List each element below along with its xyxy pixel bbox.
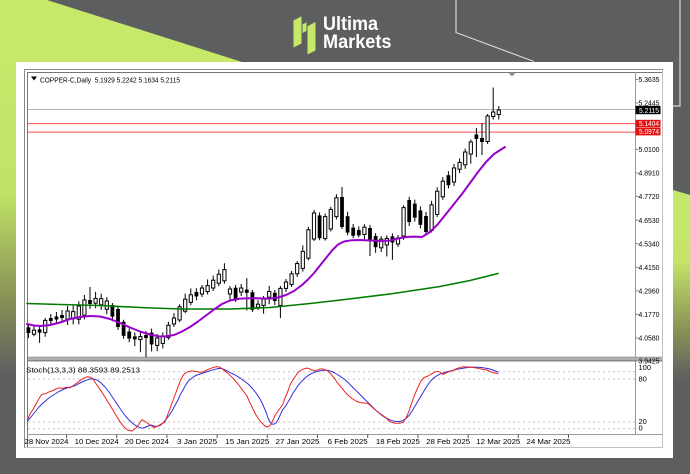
- svg-text:Ultima: Ultima: [323, 14, 378, 35]
- svg-text:COPPER-C,Daily 5.1929 5.2242: COPPER-C,Daily 5.1929 5.2242 5.1634 5.21…: [40, 76, 180, 85]
- svg-text:12 Mar 2025: 12 Mar 2025: [476, 437, 520, 446]
- svg-text:5.2445: 5.2445: [639, 99, 660, 108]
- svg-text:5.0100: 5.0100: [639, 145, 660, 154]
- svg-text:4.0580: 4.0580: [639, 334, 660, 343]
- svg-text:4.7720: 4.7720: [639, 192, 660, 201]
- svg-text:80: 80: [639, 375, 647, 384]
- svg-text:Stoch(13,3,3) 88.3593 89.2513: Stoch(13,3,3) 88.3593 89.2513: [26, 365, 140, 374]
- svg-text:24 Mar 2025: 24 Mar 2025: [527, 437, 571, 446]
- svg-text:28 Feb 2025: 28 Feb 2025: [426, 437, 470, 446]
- svg-text:4.1770: 4.1770: [639, 310, 660, 319]
- svg-text:20 Dec 2024: 20 Dec 2024: [125, 437, 169, 446]
- svg-text:4.2960: 4.2960: [639, 287, 660, 296]
- svg-text:Markets: Markets: [323, 32, 392, 53]
- svg-text:5.3635: 5.3635: [639, 75, 660, 84]
- svg-text:4.6530: 4.6530: [639, 216, 660, 225]
- svg-text:4.8910: 4.8910: [639, 169, 660, 178]
- svg-text:15 Jan 2025: 15 Jan 2025: [225, 437, 269, 446]
- svg-text:5.1404: 5.1404: [639, 119, 659, 128]
- svg-text:3.9425: 3.9425: [639, 357, 660, 366]
- svg-text:6 Feb 2025: 6 Feb 2025: [328, 437, 368, 446]
- svg-text:18 Feb 2025: 18 Feb 2025: [376, 437, 420, 446]
- svg-text:0: 0: [639, 424, 643, 433]
- svg-text:4.4150: 4.4150: [639, 263, 660, 272]
- svg-text:3 Jan 2025: 3 Jan 2025: [177, 437, 217, 446]
- svg-text:27 Jan 2025: 27 Jan 2025: [276, 437, 320, 446]
- svg-text:5.0974: 5.0974: [639, 127, 659, 136]
- svg-text:4.5340: 4.5340: [639, 239, 660, 248]
- svg-text:20: 20: [639, 417, 647, 426]
- svg-text:10 Dec 2024: 10 Dec 2024: [75, 437, 119, 446]
- svg-text:100: 100: [639, 363, 652, 372]
- svg-text:28 Nov 2024: 28 Nov 2024: [25, 437, 69, 446]
- svg-text:5.2115: 5.2115: [639, 106, 659, 115]
